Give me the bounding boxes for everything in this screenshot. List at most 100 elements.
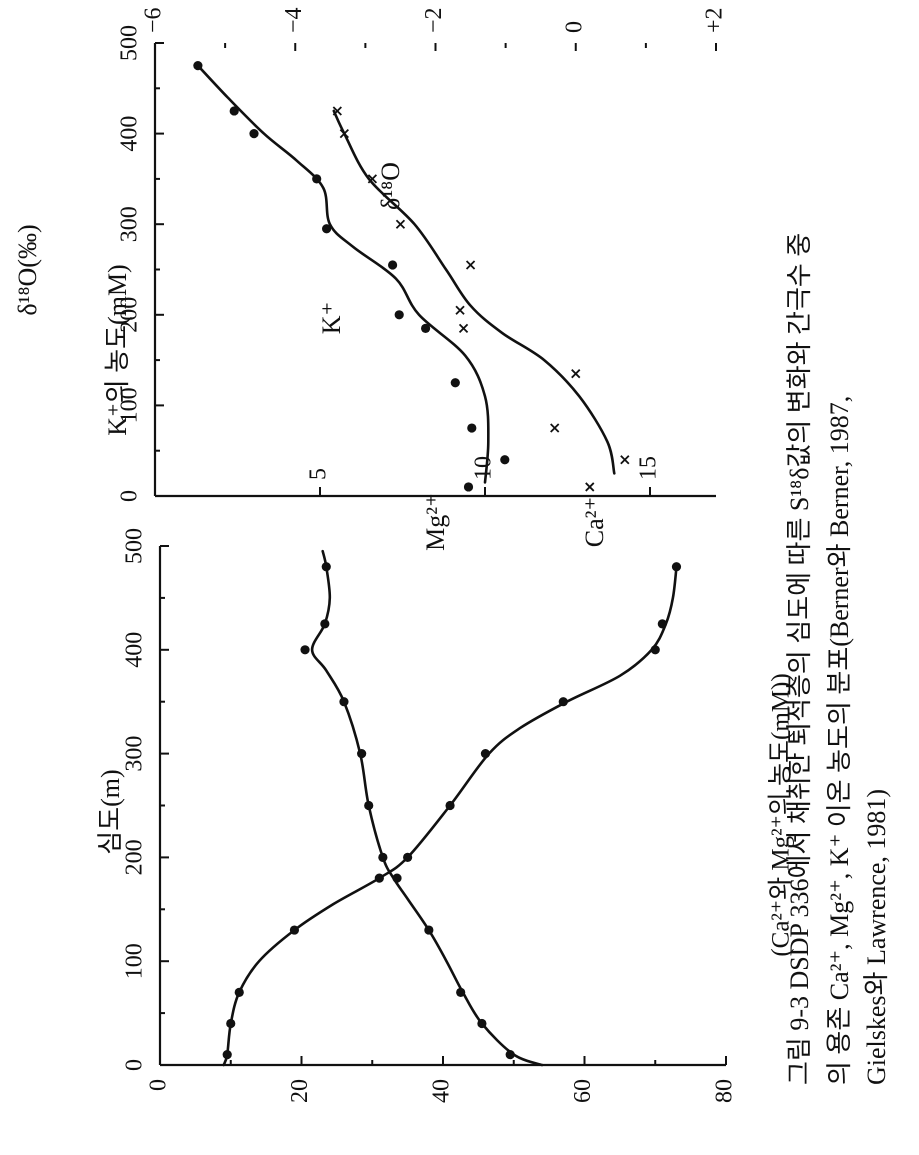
series-ca-line: [222, 565, 678, 1067]
series-mg-point: [300, 645, 310, 655]
series-d18o-point: [339, 128, 349, 139]
d18o-axis-label: δ¹⁸O(‰): [13, 224, 42, 315]
k-tick-label: 5: [306, 468, 332, 480]
series-mg-point: [339, 697, 349, 707]
series-d18o-point: [455, 305, 465, 315]
series-mg-point: [477, 1018, 487, 1029]
series-mg-point: [357, 749, 367, 759]
cross-stroke: [465, 260, 476, 270]
cross-stroke: [585, 482, 595, 492]
series-d18o-point: [620, 455, 630, 465]
series-ca-point: [403, 852, 413, 863]
cross-stroke: [571, 369, 581, 379]
depth-tick-label: 500: [117, 25, 143, 61]
series-ca-label: Ca²⁺: [580, 497, 609, 547]
series-mg-point: [424, 925, 434, 935]
figure-caption: 그림 9-3 DSDP 336에서 채취한 퇴적층의 심도에 따른 S¹⁸δ값의…: [785, 233, 891, 1085]
depth-tick-label: 300: [122, 736, 148, 772]
series-mg-point: [364, 800, 374, 811]
depth-axis-label: 심도(m): [96, 769, 125, 854]
conc-tick-label: 0: [146, 1079, 172, 1091]
series-ca-point: [480, 749, 491, 759]
series-k-point: [249, 129, 259, 139]
caption-line-1: 그림 9-3 DSDP 336에서 채취한 퇴적층의 심도에 따른 S¹⁸δ값의…: [785, 233, 814, 1085]
depth-tick-label: 0: [117, 490, 143, 502]
series-ca-point: [234, 987, 244, 997]
series-k-point: [193, 61, 203, 71]
series-mg-point: [378, 852, 388, 863]
depth-tick-label: 200: [122, 839, 148, 875]
concentration-axis-label: (Ca²⁺와 Mg²⁺의 농도(mM)): [767, 673, 795, 956]
series-mg-line: [310, 549, 544, 1067]
series-d18o-point: [458, 323, 469, 334]
conc-tick-label: 20: [287, 1079, 313, 1103]
cross-stroke: [550, 423, 560, 433]
series-ca-point: [445, 800, 455, 811]
caption-line-2: 의 용존 Ca²⁺, Mg²⁺, K⁺ 이온 농도의 분포(Berner와 Be…: [825, 396, 854, 1085]
series-ca-point: [289, 925, 300, 935]
series-ca-point: [374, 873, 384, 883]
conc-tick-label: 80: [712, 1079, 738, 1103]
series-d18o-point: [367, 174, 378, 184]
series-mg-point: [321, 562, 331, 572]
cross-stroke: [458, 323, 469, 334]
depth-tick-label: 400: [122, 632, 148, 668]
series-k-line: [196, 64, 490, 484]
series-k-point: [421, 323, 431, 333]
series-k-point: [312, 174, 322, 184]
series-k-point: [450, 378, 460, 388]
series-d18o-line: [332, 109, 616, 475]
k-axis-label: K⁺의 농도(mM): [103, 264, 132, 435]
cross-stroke: [332, 106, 342, 116]
series-k-point: [467, 423, 477, 433]
cross-stroke: [339, 128, 349, 139]
chart-k-d18o: 0 100 200 300 400 500 5 10 15 −6 −4 −2 0 +2 K⁺의 농도(mM)…: [13, 7, 728, 502]
k-tick-label: 10: [471, 456, 497, 480]
series-ca-point: [650, 645, 660, 655]
series-k-label: K⁺: [317, 302, 346, 335]
cross-stroke: [455, 305, 465, 315]
d18o-tick-label: −4: [281, 7, 307, 33]
series-k-point: [463, 482, 474, 492]
series-mg-point: [456, 987, 466, 997]
conc-tick-label: 60: [570, 1079, 596, 1103]
series-d18o-label: δ¹⁸O: [376, 162, 405, 210]
series-k-point: [394, 310, 404, 320]
series-mg-point: [392, 873, 402, 883]
depth-tick-label: 300: [117, 206, 143, 242]
series-ca-point: [222, 1050, 232, 1060]
d18o-tick-label: 0: [561, 21, 587, 33]
depth-tick-label: 100: [117, 387, 143, 423]
series-ca-point: [558, 697, 568, 707]
d18o-tick-label: −2: [421, 7, 447, 33]
series-mg-label: Mg²⁺: [421, 493, 450, 551]
depth-tick-label: 100: [122, 943, 148, 979]
series-k-point: [388, 260, 398, 270]
series-d18o-point: [585, 482, 595, 492]
cross-stroke: [395, 219, 406, 229]
d18o-tick-label: −6: [141, 7, 167, 33]
series-d18o-point: [332, 106, 342, 116]
series-d18o-point: [395, 219, 406, 229]
depth-tick-label: 500: [122, 528, 148, 564]
series-d18o-point: [465, 260, 476, 270]
series-d18o-point: [550, 423, 560, 433]
conc-tick-label: 40: [429, 1079, 455, 1103]
series-ca-point: [657, 619, 667, 629]
d18o-tick-label: +2: [702, 7, 728, 33]
series-k-point: [229, 106, 239, 116]
cross-stroke: [367, 174, 378, 184]
depth-tick-label: 400: [117, 116, 143, 152]
series-mg-point: [320, 619, 330, 629]
depth-tick-label: 200: [117, 297, 143, 333]
k-tick-label: 15: [636, 456, 662, 480]
series-k-point: [500, 455, 510, 465]
series-k-point: [322, 224, 332, 234]
cross-stroke: [620, 455, 630, 465]
caption-line-3: Gielskes와 Lawrence, 1981): [862, 789, 891, 1085]
series-d18o-point: [571, 369, 581, 379]
series-ca-point: [226, 1018, 236, 1029]
chart-concentration: 0 100 200 300 400 500 0 20 40 60 80 심도(m) (Ca²⁺와 Mg²…: [96, 493, 795, 1103]
